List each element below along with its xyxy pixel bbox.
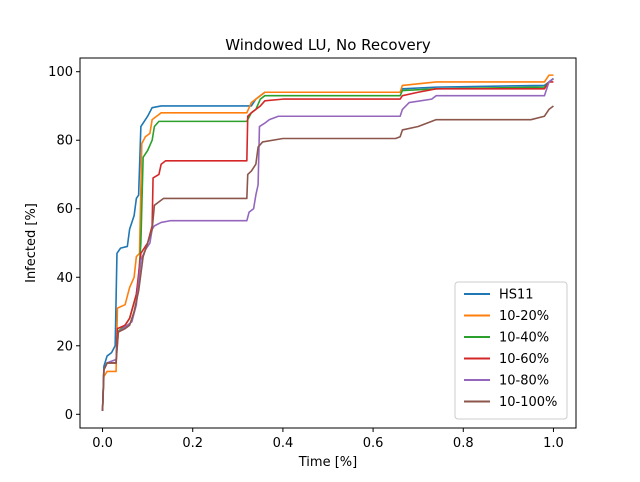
legend-label-4: 10-80%: [499, 374, 549, 389]
series-line-5: [101, 105, 554, 411]
legend: HS11 10-20% 10-40% 10-60% 10-80% 10-100%: [454, 281, 568, 420]
y-axis: 0 20 40 60 80 100: [48, 65, 80, 423]
axes-frame: [79, 57, 577, 429]
y-tick-label: 0: [65, 408, 73, 423]
y-tick-label: 20: [56, 339, 73, 354]
x-tick-label: 0.6: [363, 436, 384, 451]
legend-label-2: 10-40%: [499, 331, 549, 346]
x-axis-label: Time [%]: [298, 455, 357, 470]
y-tick-label: 60: [56, 202, 73, 217]
x-axis: 0.0 0.2 0.4 0.6 0.8 1.0: [92, 428, 564, 451]
x-tick-label: 0.4: [273, 436, 294, 451]
legend-label-5: 10-100%: [499, 395, 557, 410]
legend-label-3: 10-60%: [499, 352, 549, 367]
y-tick-label: 80: [56, 134, 73, 149]
y-axis-label: Infected [%]: [24, 203, 39, 283]
y-tick-label: 100: [48, 65, 73, 80]
x-tick-label: 0.2: [182, 436, 203, 451]
plot-area: [101, 74, 554, 411]
x-tick-label: 0.8: [453, 436, 474, 451]
legend-label-1: 10-20%: [499, 309, 549, 324]
y-tick-label: 40: [56, 271, 73, 286]
x-tick-label: 1.0: [543, 436, 564, 451]
chart-title: Windowed LU, No Recovery: [225, 36, 431, 54]
legend-label-0: HS11: [499, 288, 534, 303]
x-tick-label: 0.0: [92, 436, 113, 451]
series-line-1: [101, 74, 554, 411]
series-line-4: [101, 77, 554, 411]
series-line-3: [101, 81, 554, 411]
